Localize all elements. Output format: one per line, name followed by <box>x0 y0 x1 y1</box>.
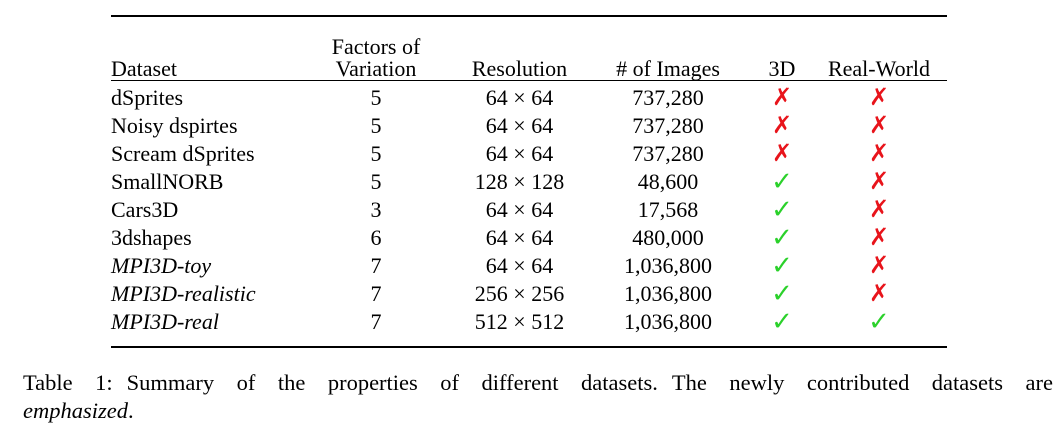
cross-mark-icon: ✗ <box>868 197 890 223</box>
table-caption: Table 1: Summary of the properties of dif… <box>23 369 1053 425</box>
header-dataset: Dataset <box>111 56 177 81</box>
table-row: Cars3D 3 64 × 64 17,568 ✓ ✗ <box>111 196 947 224</box>
cell-num-images: 48,600 <box>637 169 699 194</box>
cell-resolution: 512 × 512 <box>474 309 565 334</box>
check-mark-icon: ✓ <box>771 195 793 224</box>
cross-mark-icon: ✗ <box>868 113 890 139</box>
cell-resolution: 256 × 256 <box>474 281 565 306</box>
table-row: MPI3D-real 7 512 × 512 1,036,800 ✓ ✓ <box>111 308 947 336</box>
caption-text-2: The newly contributed datasets are <box>671 370 1053 395</box>
check-mark-icon: ✓ <box>771 307 793 336</box>
cell-dataset-name: MPI3D-real <box>111 309 219 334</box>
table-bottom-rule <box>111 346 947 348</box>
caption-emphasized: emphasized <box>23 398 128 423</box>
cell-factors: 7 <box>370 309 382 334</box>
table-body: dSprites 5 64 × 64 737,280 ✗ ✗ Noisy dsp… <box>111 80 947 336</box>
table-top-rule <box>111 15 947 17</box>
header-factors: Factors of Variation <box>296 17 456 80</box>
cell-dataset-name: SmallNORB <box>111 169 224 194</box>
cell-dataset-name: Cars3D <box>111 197 179 222</box>
check-mark-icon: ✓ <box>771 223 793 252</box>
datasets-table: Dataset Factors of Variation Resolution … <box>111 17 947 336</box>
cell-num-images: 17,568 <box>637 197 699 222</box>
header-factors-line2: Variation <box>335 56 417 81</box>
cross-mark-icon: ✗ <box>868 85 890 111</box>
cell-dataset-name: Noisy dspirtes <box>111 113 238 138</box>
cross-mark-icon: ✗ <box>868 169 890 195</box>
check-mark-icon: ✓ <box>771 251 793 280</box>
cell-resolution: 64 × 64 <box>485 141 554 166</box>
cell-num-images: 480,000 <box>632 225 704 250</box>
cell-resolution: 64 × 64 <box>485 197 554 222</box>
check-mark-icon: ✓ <box>771 167 793 196</box>
cell-resolution: 64 × 64 <box>485 253 554 278</box>
cell-factors: 3 <box>370 197 382 222</box>
header-real-world: Real-World <box>827 56 931 81</box>
cell-dataset-name: 3dshapes <box>111 225 192 250</box>
cell-dataset-name: dSprites <box>111 85 184 110</box>
cell-factors: 6 <box>370 225 382 250</box>
caption-line-2: emphasized. <box>23 397 1053 425</box>
cross-mark-icon: ✗ <box>771 141 793 167</box>
caption-end: . <box>128 398 134 423</box>
cell-factors: 5 <box>370 85 382 110</box>
header-num-images: # of Images <box>616 56 720 81</box>
cell-resolution: 64 × 64 <box>485 225 554 250</box>
caption-text: Summary of the properties of different d… <box>126 370 658 395</box>
check-mark-icon: ✓ <box>868 307 890 336</box>
table-row: 3dshapes 6 64 × 64 480,000 ✓ ✗ <box>111 224 947 252</box>
cell-factors: 5 <box>370 169 382 194</box>
cell-factors: 5 <box>370 141 382 166</box>
cell-num-images: 737,280 <box>632 85 704 110</box>
cell-factors: 5 <box>370 113 382 138</box>
table-row: Scream dSprites 5 64 × 64 737,280 ✗ ✗ <box>111 140 947 168</box>
table-row: dSprites 5 64 × 64 737,280 ✗ ✗ <box>111 84 947 112</box>
cross-mark-icon: ✗ <box>868 281 890 307</box>
caption-line-1: Table 1: Summary of the properties of dif… <box>23 369 1053 397</box>
cell-resolution: 128 × 128 <box>474 169 565 194</box>
cell-num-images: 737,280 <box>632 113 704 138</box>
table-row: MPI3D-realistic 7 256 × 256 1,036,800 ✓ … <box>111 280 947 308</box>
table-header-rule <box>111 80 947 81</box>
cell-resolution: 64 × 64 <box>485 113 554 138</box>
header-3d: 3D <box>768 56 796 81</box>
cross-mark-icon: ✗ <box>771 85 793 111</box>
cell-dataset-name: MPI3D-toy <box>111 253 212 278</box>
cell-num-images: 737,280 <box>632 141 704 166</box>
cell-num-images: 1,036,800 <box>624 281 712 306</box>
cell-factors: 7 <box>370 253 382 278</box>
cell-num-images: 1,036,800 <box>624 253 712 278</box>
table-row: SmallNORB 5 128 × 128 48,600 ✓ ✗ <box>111 168 947 196</box>
cell-dataset-name: Scream dSprites <box>111 141 255 166</box>
header-factors-line1: Factors of <box>331 34 421 59</box>
check-mark-icon: ✓ <box>771 279 793 308</box>
header-resolution: Resolution <box>471 56 568 81</box>
cross-mark-icon: ✗ <box>868 225 890 251</box>
cell-dataset-name: MPI3D-realistic <box>111 281 256 306</box>
table-row: Noisy dspirtes 5 64 × 64 737,280 ✗ ✗ <box>111 112 947 140</box>
caption-label: Table 1: <box>23 370 113 395</box>
cross-mark-icon: ✗ <box>771 113 793 139</box>
cell-factors: 7 <box>370 281 382 306</box>
cross-mark-icon: ✗ <box>868 253 890 279</box>
table-header: Dataset Factors of Variation Resolution … <box>111 17 947 80</box>
cross-mark-icon: ✗ <box>868 141 890 167</box>
cell-num-images: 1,036,800 <box>624 309 712 334</box>
cell-resolution: 64 × 64 <box>485 85 554 110</box>
table-row: MPI3D-toy 7 64 × 64 1,036,800 ✓ ✗ <box>111 252 947 280</box>
